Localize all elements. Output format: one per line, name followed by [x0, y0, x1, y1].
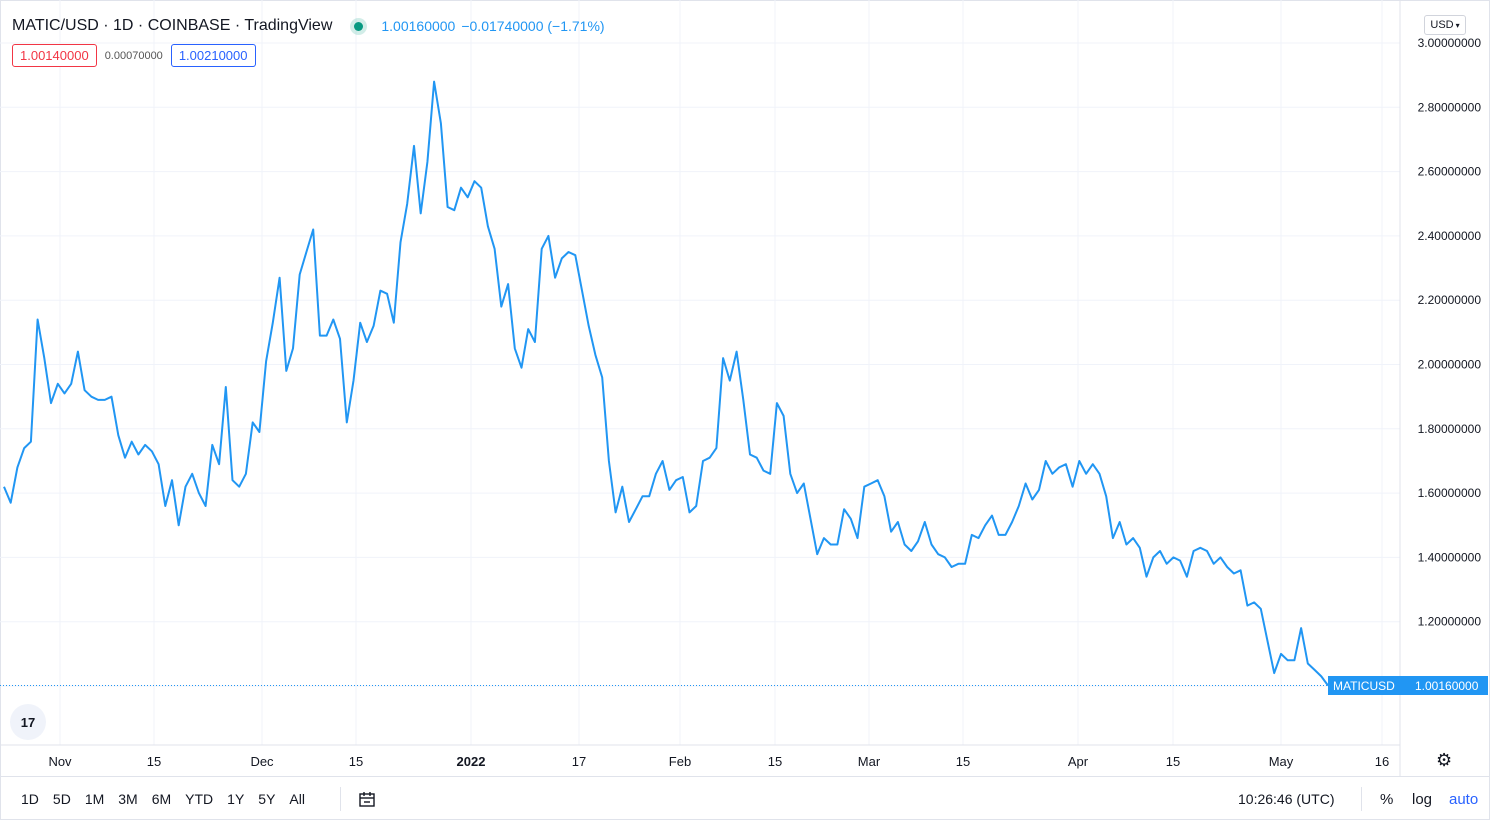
- price-tick-label: 1.20000000: [1418, 615, 1482, 629]
- currency-label: USD: [1430, 19, 1454, 31]
- last-price-symbol: MATICUSD: [1333, 678, 1395, 693]
- time-tick-label: Mar: [858, 754, 881, 769]
- auto-scale-toggle[interactable]: auto: [1449, 791, 1479, 808]
- time-tick-label: 15: [147, 754, 161, 769]
- calendar-icon[interactable]: [358, 790, 376, 808]
- range-5y-button[interactable]: 5Y: [258, 791, 276, 807]
- price-tick-label: 1.40000000: [1418, 550, 1482, 564]
- time-tick-label: 15: [1166, 754, 1180, 769]
- time-tick-label: 17: [572, 754, 586, 769]
- range-1y-button[interactable]: 1Y: [227, 791, 245, 807]
- time-tick-label: Feb: [669, 754, 691, 769]
- price-tick-label: 2.20000000: [1418, 293, 1482, 307]
- last-price-value: 1.00160000: [1415, 678, 1479, 693]
- buy-price-button[interactable]: 1.00210000: [170, 44, 256, 67]
- currency-select[interactable]: USD ▾: [1424, 15, 1466, 35]
- time-tick-label: 15: [956, 754, 970, 769]
- range-3m-button[interactable]: 3M: [118, 791, 138, 807]
- price-line-series: [3, 80, 1329, 687]
- price-change: −0.01740000 (−1.71%): [461, 18, 605, 34]
- range-6m-button[interactable]: 6M: [151, 791, 172, 807]
- sell-price-button[interactable]: 1.00140000: [12, 44, 97, 67]
- gear-icon[interactable]: ⚙: [1436, 750, 1453, 770]
- market-status-icon: [354, 21, 364, 31]
- chevron-down-icon: ▾: [1455, 20, 1460, 30]
- range-1m-button[interactable]: 1M: [84, 791, 105, 807]
- last-price-badge: MATICUSD 1.00160000: [1328, 676, 1488, 695]
- logo-text: 17: [20, 714, 36, 730]
- price-axis[interactable]: 3.00000000 2.80000000 2.60000000 2.40000000…: [1418, 36, 1482, 629]
- time-tick-label: Apr: [1068, 754, 1089, 769]
- spread-value: 0.00070000: [104, 49, 163, 62]
- last-price: 1.00160000: [381, 18, 456, 34]
- time-tick-label: 15: [349, 754, 363, 769]
- range-5d-button[interactable]: 5D: [52, 791, 71, 807]
- price-tick-label: 3.00000000: [1418, 36, 1482, 50]
- price-tick-label: 1.80000000: [1418, 422, 1482, 436]
- chart-grid: [0, 0, 1400, 745]
- time-tick-label: Dec: [250, 754, 274, 769]
- range-1d-button[interactable]: 1D: [21, 791, 39, 807]
- utc-clock[interactable]: 10:26:46 (UTC): [1238, 791, 1335, 807]
- bottom-toolbar: 1D 5D 1M 3M 6M YTD 1Y 5Y All 10:26:46 (U…: [0, 776, 1490, 820]
- log-scale-toggle[interactable]: log: [1412, 791, 1433, 808]
- quote-row: 1.00140000 0.00070000 1.00210000: [12, 44, 256, 67]
- time-axis[interactable]: Nov 15 Dec 15 2022 17 Feb 15 Mar 15 Apr 15 May 16: [48, 754, 1389, 769]
- percent-scale-toggle[interactable]: %: [1380, 791, 1394, 808]
- price-tick-label: 2.40000000: [1418, 229, 1482, 243]
- toolbar-divider: [1361, 787, 1362, 811]
- range-all-button[interactable]: All: [289, 791, 305, 807]
- price-tick-label: 2.80000000: [1418, 100, 1482, 114]
- price-tick-label: 2.00000000: [1418, 358, 1482, 372]
- time-tick-label: 16: [1375, 754, 1389, 769]
- time-tick-label: Nov: [48, 754, 72, 769]
- toolbar-divider: [340, 787, 341, 811]
- time-tick-label: May: [1269, 754, 1294, 769]
- price-tick-label: 2.60000000: [1418, 165, 1482, 179]
- range-ytd-button[interactable]: YTD: [185, 791, 214, 807]
- symbol-title[interactable]: MATIC/USD · 1D · COINBASE · TradingView: [12, 17, 333, 34]
- symbol-header: MATIC/USD · 1D · COINBASE · TradingView …: [12, 15, 605, 37]
- price-tick-label: 1.60000000: [1418, 486, 1482, 500]
- time-tick-label: 15: [768, 754, 782, 769]
- time-tick-label: 2022: [457, 754, 486, 769]
- range-buttons: 1D 5D 1M 3M 6M YTD 1Y 5Y All: [14, 791, 312, 807]
- tradingview-logo-icon[interactable]: 17: [10, 704, 46, 740]
